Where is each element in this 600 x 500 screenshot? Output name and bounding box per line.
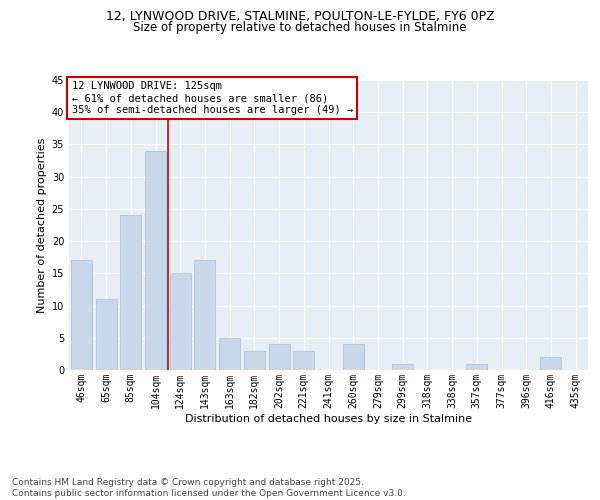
Bar [145, 151, 166, 370]
Text: 12 LYNWOOD DRIVE: 125sqm
← 61% of detached houses are smaller (86)
35% of semi-d: 12 LYNWOOD DRIVE: 125sqm ← 61% of detach… [71, 82, 353, 114]
Text: Size of property relative to detached houses in Stalmine: Size of property relative to detached ho… [133, 21, 467, 34]
Y-axis label: Number of detached properties: Number of detached properties [37, 138, 47, 312]
Bar [71, 260, 92, 370]
Bar [269, 344, 290, 370]
Bar [343, 344, 364, 370]
Bar [466, 364, 487, 370]
Bar [170, 274, 191, 370]
Bar [95, 299, 116, 370]
Text: Contains HM Land Registry data © Crown copyright and database right 2025.
Contai: Contains HM Land Registry data © Crown c… [12, 478, 406, 498]
X-axis label: Distribution of detached houses by size in Stalmine: Distribution of detached houses by size … [185, 414, 472, 424]
Bar [392, 364, 413, 370]
Bar [244, 350, 265, 370]
Bar [194, 260, 215, 370]
Bar [541, 357, 562, 370]
Bar [120, 216, 141, 370]
Text: 12, LYNWOOD DRIVE, STALMINE, POULTON-LE-FYLDE, FY6 0PZ: 12, LYNWOOD DRIVE, STALMINE, POULTON-LE-… [106, 10, 494, 23]
Bar [293, 350, 314, 370]
Bar [219, 338, 240, 370]
